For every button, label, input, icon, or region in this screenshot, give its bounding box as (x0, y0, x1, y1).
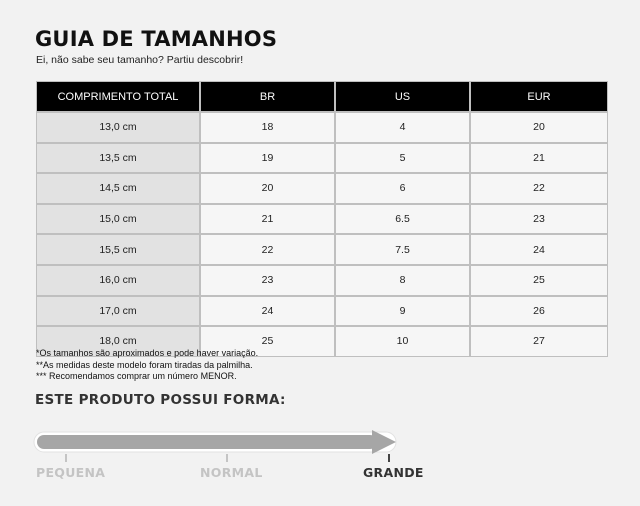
table-header-row: COMPRIMENTO TOTAL BR US EUR (37, 82, 607, 113)
column-header-br: BR (201, 82, 336, 113)
table-cell: 19 (201, 143, 336, 175)
table-cell: 13,5 cm (37, 143, 201, 175)
table-cell: 21 (471, 143, 607, 175)
fit-label-large: GRANDE (363, 465, 424, 480)
note-2: **As medidas deste modelo foram tiradas … (36, 359, 253, 370)
fit-scale (30, 428, 410, 458)
table-cell: 20 (201, 174, 336, 205)
table-cell: 10 (336, 327, 471, 356)
fit-label-normal: NORMAL (200, 465, 263, 480)
fit-scale-bar (33, 430, 397, 454)
table-cell: 26 (471, 296, 607, 328)
table-cell: 23 (471, 204, 607, 236)
table-cell: 18 (201, 113, 336, 144)
table-cell: 5 (336, 143, 471, 175)
table-row: 17,0 cm 24 9 26 (37, 296, 607, 328)
table-row: 15,0 cm 21 6.5 23 (37, 204, 607, 236)
table-cell: 24 (471, 235, 607, 266)
table-cell: 17,0 cm (37, 296, 201, 328)
table-cell: 9 (336, 296, 471, 328)
table-row: 16,0 cm 23 8 25 (37, 265, 607, 297)
table-cell: 8 (336, 265, 471, 297)
table-row: 13,5 cm 19 5 21 (37, 143, 607, 175)
table-cell: 7.5 (336, 235, 471, 266)
column-header-us: US (336, 82, 471, 113)
tick-normal (226, 454, 228, 462)
table-cell: 6 (336, 174, 471, 205)
column-header-length: COMPRIMENTO TOTAL (37, 82, 201, 113)
tick-large (388, 454, 390, 462)
page-subtitle: Ei, não sabe seu tamanho? Partiu descobr… (36, 54, 244, 66)
table-cell: 4 (336, 113, 471, 144)
tick-small (65, 454, 67, 462)
table-cell: 20 (471, 113, 607, 144)
table-cell: 23 (201, 265, 336, 297)
table-row: 14,5 cm 20 6 22 (37, 174, 607, 205)
column-header-eur: EUR (471, 82, 607, 113)
table-cell: 13,0 cm (37, 113, 201, 144)
fit-title: ESTE PRODUTO POSSUI FORMA: (35, 392, 286, 408)
table-cell: 22 (471, 174, 607, 205)
notes: *Os tamanhos são aproximados e pode have… (36, 348, 258, 383)
size-table: COMPRIMENTO TOTAL BR US EUR 13,0 cm 18 4 20… (36, 81, 608, 357)
table-cell: 25 (471, 265, 607, 297)
table-cell: 21 (201, 204, 336, 236)
fit-label-small: PEQUENA (36, 465, 106, 480)
table-cell: 25 (201, 327, 336, 356)
table-cell: 6.5 (336, 204, 471, 236)
table-cell: 22 (201, 235, 336, 266)
table-cell: 15,5 cm (37, 235, 201, 266)
page-title: GUIA DE TAMANHOS (35, 27, 278, 51)
table-cell: 24 (201, 296, 336, 328)
note-1: *Os tamanhos são aproximados e pode have… (36, 348, 259, 358)
table-cell: 18,0 cm (37, 327, 201, 356)
arrow-right-icon (372, 430, 396, 454)
note-3: *** Recomendamos comprar um número MENOR… (36, 371, 237, 381)
table-cell: 14,5 cm (37, 174, 201, 205)
table-row: 18,0 cm 25 10 27 (37, 327, 607, 356)
table-cell: 16,0 cm (37, 265, 201, 297)
table-cell: 15,0 cm (37, 204, 201, 236)
table-cell: 27 (471, 327, 607, 356)
table-row: 13,0 cm 18 4 20 (37, 113, 607, 144)
table-row: 15,5 cm 22 7.5 24 (37, 235, 607, 266)
